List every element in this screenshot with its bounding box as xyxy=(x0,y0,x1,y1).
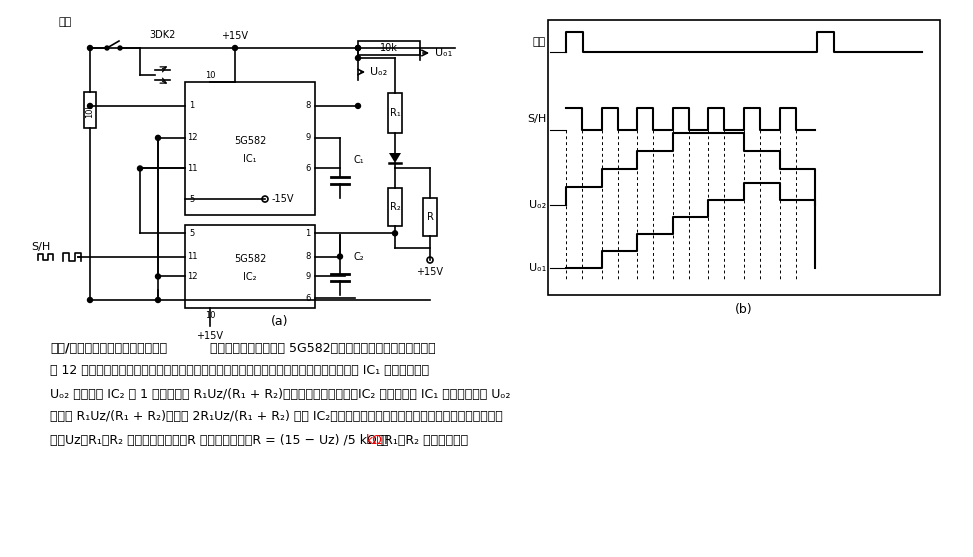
Bar xyxy=(423,198,437,236)
Circle shape xyxy=(355,104,361,109)
Circle shape xyxy=(156,274,161,279)
Text: 复位: 复位 xyxy=(533,37,546,47)
Bar xyxy=(388,188,402,226)
Text: 复位: 复位 xyxy=(58,17,72,27)
Text: 12: 12 xyxy=(187,272,198,281)
Text: Uₒ₂: Uₒ₂ xyxy=(528,200,546,210)
Text: S/H: S/H xyxy=(526,114,546,124)
Text: 6: 6 xyxy=(306,294,310,302)
Text: 8: 8 xyxy=(306,101,310,110)
Text: 的 12 脚分别加上相位相反的方波，以便控制其交替地采样保持。一开始加上复位信号，使 IC₁ 输入为零，则: 的 12 脚分别加上相位相反的方波，以便控制其交替地采样保持。一开始加上复位信号… xyxy=(50,364,429,378)
Text: 始。Uz、R₁、R₂ 决定了阶梯跨距，R 给它提供电流，R = (15 − Uz) /5 kΩ，R₁、R₂ 取几十至几百: 始。Uz、R₁、R₂ 决定了阶梯跨距，R 给它提供电流，R = (15 − Uz… xyxy=(50,433,472,447)
Text: C₁: C₁ xyxy=(354,155,365,165)
Circle shape xyxy=(233,46,237,51)
Text: C₂: C₂ xyxy=(354,252,365,262)
Text: (b): (b) xyxy=(736,304,753,316)
Text: 12: 12 xyxy=(187,133,198,143)
Text: R₂: R₂ xyxy=(389,202,400,212)
Text: 6: 6 xyxy=(306,164,310,173)
Bar xyxy=(358,41,420,55)
Circle shape xyxy=(88,46,92,51)
Text: 。: 。 xyxy=(380,433,387,447)
Text: +15V: +15V xyxy=(197,331,224,341)
Circle shape xyxy=(118,46,122,50)
Circle shape xyxy=(338,254,342,259)
Bar xyxy=(388,93,402,133)
Text: +15V: +15V xyxy=(222,31,248,41)
Bar xyxy=(185,225,315,308)
Text: Uₒ₁: Uₒ₁ xyxy=(435,48,452,58)
Text: R₁: R₁ xyxy=(389,108,400,118)
Text: 采样/保持电路组成的阶梯波发生器: 采样/保持电路组成的阶梯波发生器 xyxy=(50,341,167,354)
Text: kΩ: kΩ xyxy=(366,433,382,447)
Text: S/H: S/H xyxy=(31,242,51,252)
Text: 9: 9 xyxy=(306,272,310,281)
Text: IC₁: IC₁ xyxy=(243,154,257,164)
Text: 9: 9 xyxy=(306,133,310,143)
Text: 3DK2: 3DK2 xyxy=(149,30,175,40)
Text: 5: 5 xyxy=(190,229,195,238)
Text: IC₂: IC₂ xyxy=(243,271,257,281)
Text: 10: 10 xyxy=(204,71,215,80)
Text: 11: 11 xyxy=(187,252,198,261)
Bar xyxy=(185,82,315,215)
Text: Uₒ₁: Uₒ₁ xyxy=(528,263,546,273)
Text: 上升到 R₁Uz/(R₁ + R₂)，又将 2R₁Uz/(R₁ + R₂) 送入 IC₂，如此循环不止，直至下次复位信号到来，阶梯又开: 上升到 R₁Uz/(R₁ + R₂)，又将 2R₁Uz/(R₁ + R₂) 送入… xyxy=(50,411,503,423)
Text: 5G582: 5G582 xyxy=(234,253,267,263)
Text: +15V: +15V xyxy=(416,267,444,277)
Circle shape xyxy=(88,104,92,109)
Circle shape xyxy=(355,56,361,61)
Bar xyxy=(84,92,96,128)
Polygon shape xyxy=(389,153,401,163)
Text: 8: 8 xyxy=(306,252,310,261)
Text: -15V: -15V xyxy=(272,194,295,204)
Text: 10: 10 xyxy=(204,311,215,320)
Circle shape xyxy=(355,46,361,51)
Text: 10k: 10k xyxy=(86,102,94,118)
Text: 1: 1 xyxy=(306,229,310,238)
Bar xyxy=(548,20,940,295)
Text: 10k: 10k xyxy=(380,43,398,53)
Text: 11: 11 xyxy=(187,164,198,173)
Text: 利用两块采样保持电路 5G582，可以组成阶梯波发生器。它们: 利用两块采样保持电路 5G582，可以组成阶梯波发生器。它们 xyxy=(198,341,436,354)
Text: R: R xyxy=(426,212,433,222)
Circle shape xyxy=(137,166,142,171)
Text: Uₒ₂ 为零，而 IC₂ 的 1 脚电压等于 R₁Uz/(R₁ + R₂)。下一个脉冲到来时，IC₂ 的输出作为 IC₁ 的输入，所以 Uₒ₂: Uₒ₂ 为零，而 IC₂ 的 1 脚电压等于 R₁Uz/(R₁ + R₂)。下一… xyxy=(50,388,511,400)
Circle shape xyxy=(105,46,109,50)
Circle shape xyxy=(88,297,92,302)
Text: 1: 1 xyxy=(190,101,195,110)
Circle shape xyxy=(392,231,398,236)
Text: 5G582: 5G582 xyxy=(234,135,267,145)
Circle shape xyxy=(156,297,161,302)
Text: 5: 5 xyxy=(190,194,195,203)
Circle shape xyxy=(355,46,361,51)
Circle shape xyxy=(156,135,161,140)
Text: Uₒ₂: Uₒ₂ xyxy=(370,67,387,77)
Text: (a): (a) xyxy=(271,315,289,329)
